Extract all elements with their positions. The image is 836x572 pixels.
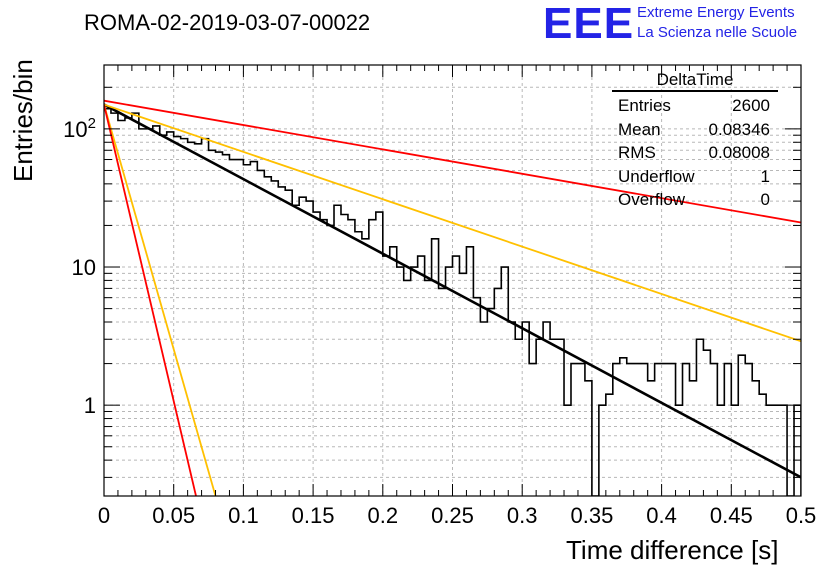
x-tick-label: 0.15 <box>292 503 335 528</box>
stats-label: Overflow <box>618 190 686 209</box>
x-tick-label: 0.25 <box>431 503 474 528</box>
fit-line <box>104 104 197 496</box>
logo-line-2: La Scienza nelle Scuole <box>637 24 798 41</box>
stats-value: 0 <box>760 190 770 209</box>
x-axis-label: Time difference [s] <box>566 535 779 565</box>
fit-line <box>104 99 801 224</box>
x-tick-label: 0 <box>98 503 110 528</box>
stats-row-overflow: Overflow 0 <box>612 188 778 212</box>
stats-title: DeltaTime <box>656 70 734 89</box>
histogram-series <box>104 107 801 496</box>
stats-row-underflow: Underflow 1 <box>612 165 778 189</box>
fit-line <box>104 104 217 496</box>
stats-label: RMS <box>618 143 656 162</box>
y-tick-label: 102 <box>63 115 96 142</box>
stats-row-rms: RMS 0.08008 <box>612 141 778 165</box>
stats-label: Entries <box>618 96 671 115</box>
fit-line <box>104 103 801 479</box>
stats-value: 1 <box>760 166 770 186</box>
y-tick-label: 1 <box>84 393 96 418</box>
logo-line-1: Extreme Energy Events <box>637 4 795 21</box>
stats-value: 0.08346 <box>708 119 770 139</box>
eee-logo: EEE <box>543 0 635 48</box>
y-tick-label: 10 <box>72 255 96 280</box>
x-tick-label: 0.2 <box>368 503 399 528</box>
stats-divider <box>612 90 778 92</box>
stats-row-entries: Entries 2600 <box>612 94 778 118</box>
y-axis-label: Entries/bin <box>8 59 38 182</box>
stats-label: Mean <box>618 119 661 139</box>
stats-row-mean: Mean 0.08346 <box>612 118 778 142</box>
fit-line <box>104 103 801 343</box>
stats-value: 0.08008 <box>708 143 770 162</box>
chart-title: ROMA-02-2019-03-07-00022 <box>84 10 371 35</box>
stats-label: Underflow <box>618 166 695 186</box>
x-tick-label: 0.5 <box>786 503 817 528</box>
x-tick-label: 0.3 <box>507 503 538 528</box>
x-tick-label: 0.45 <box>710 503 753 528</box>
stats-box: DeltaTime Entries 2600 Mean 0.08346 RMS … <box>612 70 778 212</box>
x-tick-label: 0.35 <box>570 503 613 528</box>
x-tick-label: 0.4 <box>646 503 677 528</box>
x-tick-label: 0.1 <box>228 503 259 528</box>
stats-value: 2600 <box>732 96 770 115</box>
x-tick-label: 0.05 <box>152 503 195 528</box>
